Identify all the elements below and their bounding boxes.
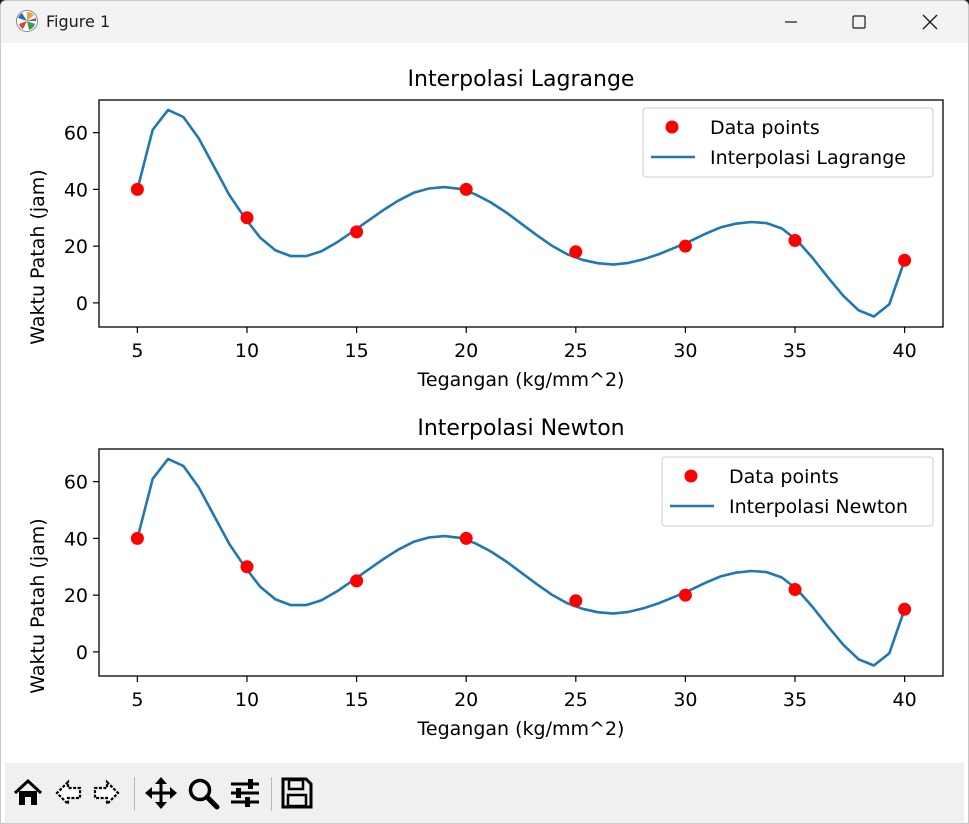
y-axis-label: Waktu Patah (jam) <box>27 518 49 693</box>
axis-ticks: 5 10 15 20 25 30 35 40 0 20 40 60 <box>64 123 917 362</box>
save-button[interactable] <box>277 771 317 815</box>
data-point <box>240 211 254 225</box>
x-tick-label: 25 <box>564 689 588 711</box>
maximize-icon <box>852 15 866 29</box>
legend-label-interpolation: Interpolasi Newton <box>729 496 908 518</box>
axis-ticks: 5 10 15 20 25 30 35 40 0 20 40 60 <box>64 472 917 711</box>
home-button[interactable] <box>8 771 48 815</box>
x-tick-label: 5 <box>131 340 143 362</box>
data-point <box>678 239 692 253</box>
y-tick-label: 40 <box>64 179 88 201</box>
x-tick-label: 10 <box>235 340 259 362</box>
legend-marker-data-points <box>684 469 698 483</box>
legend-label-data-points: Data points <box>710 117 820 139</box>
x-axis-label: Tegangan (kg/mm^2) <box>417 718 625 740</box>
figure-svg: Interpolasi Lagrange Tegangan (kg/mm^2) … <box>27 67 944 740</box>
back-icon <box>55 779 82 807</box>
data-point <box>569 594 583 608</box>
x-tick-label: 40 <box>893 689 917 711</box>
data-point <box>130 531 144 545</box>
figure-canvas[interactable]: Interpolasi Lagrange Tegangan (kg/mm^2) … <box>5 43 964 763</box>
x-tick-label: 30 <box>673 689 697 711</box>
data-point <box>459 531 473 545</box>
legend-label-data-points: Data points <box>729 466 839 488</box>
x-tick-label: 35 <box>783 689 807 711</box>
pan-icon <box>145 777 177 809</box>
plot-title: Interpolasi Lagrange <box>408 67 635 92</box>
x-tick-label: 15 <box>344 689 368 711</box>
interpolation-line <box>136 108 906 318</box>
y-tick-label: 20 <box>64 585 88 607</box>
data-point <box>350 574 364 588</box>
legend: Data points Interpolasi Lagrange <box>642 107 934 178</box>
plot-area <box>130 108 912 318</box>
data-point <box>240 560 254 574</box>
subplot-lagrange: Interpolasi Lagrange Tegangan (kg/mm^2) … <box>27 67 944 391</box>
toolbar-separator <box>134 777 135 811</box>
y-axis-label: Waktu Patah (jam) <box>27 169 49 344</box>
data-point <box>898 253 912 267</box>
zoom-button[interactable] <box>183 771 223 815</box>
data-point <box>678 588 692 602</box>
x-tick-label: 25 <box>564 340 588 362</box>
legend: Data points Interpolasi Newton <box>661 456 934 527</box>
home-icon <box>13 778 43 805</box>
title-bar[interactable]: Figure 1 <box>1 1 968 43</box>
x-tick-label: 15 <box>344 340 368 362</box>
back-button[interactable] <box>48 771 88 815</box>
legend-label-interpolation: Interpolasi Lagrange <box>710 147 906 169</box>
x-tick-label: 40 <box>893 340 917 362</box>
y-tick-label: 60 <box>64 123 88 145</box>
x-axis-label: Tegangan (kg/mm^2) <box>417 369 625 391</box>
configure-subplots-button[interactable] <box>225 771 265 815</box>
axes-frame <box>98 448 944 677</box>
y-tick-label: 40 <box>64 528 88 550</box>
data-point <box>569 245 583 259</box>
save-icon <box>281 777 313 809</box>
data-point <box>788 234 802 247</box>
navigation-toolbar <box>5 763 964 823</box>
y-tick-label: 0 <box>76 642 88 664</box>
legend-frame <box>661 456 934 527</box>
legend-marker-data-points <box>665 120 679 134</box>
data-point <box>350 225 364 239</box>
legend-frame <box>642 107 934 178</box>
subplot-newton: Interpolasi Newton Tegangan (kg/mm^2) Wa… <box>27 416 944 740</box>
y-tick-label: 0 <box>76 293 88 315</box>
plot-title: Interpolasi Newton <box>417 416 624 441</box>
zoom-icon <box>188 778 220 810</box>
y-tick-label: 60 <box>64 472 88 494</box>
x-tick-label: 10 <box>235 689 259 711</box>
y-tick-label: 20 <box>64 236 88 258</box>
forward-button[interactable] <box>87 771 127 815</box>
matplotlib-icon <box>15 9 39 33</box>
x-tick-label: 35 <box>783 340 807 362</box>
data-point <box>459 182 473 196</box>
toolbar-separator <box>271 777 272 811</box>
axes-frame <box>98 99 944 328</box>
pan-button[interactable] <box>141 771 181 815</box>
minimize-icon <box>785 21 797 23</box>
x-tick-label: 5 <box>131 689 143 711</box>
x-tick-label: 20 <box>454 689 478 711</box>
maximize-button[interactable] <box>836 1 882 43</box>
window-title: Figure 1 <box>46 12 111 31</box>
data-point <box>788 583 802 596</box>
configure-subplots-icon <box>231 779 259 807</box>
plot-area <box>130 457 912 667</box>
x-tick-label: 20 <box>454 340 478 362</box>
x-tick-label: 30 <box>673 340 697 362</box>
data-point <box>130 182 144 196</box>
close-button[interactable] <box>907 1 953 43</box>
minimize-button[interactable] <box>768 1 814 43</box>
interpolation-line <box>136 457 906 667</box>
close-icon <box>922 14 938 30</box>
forward-icon <box>93 779 120 807</box>
data-point <box>898 602 912 616</box>
